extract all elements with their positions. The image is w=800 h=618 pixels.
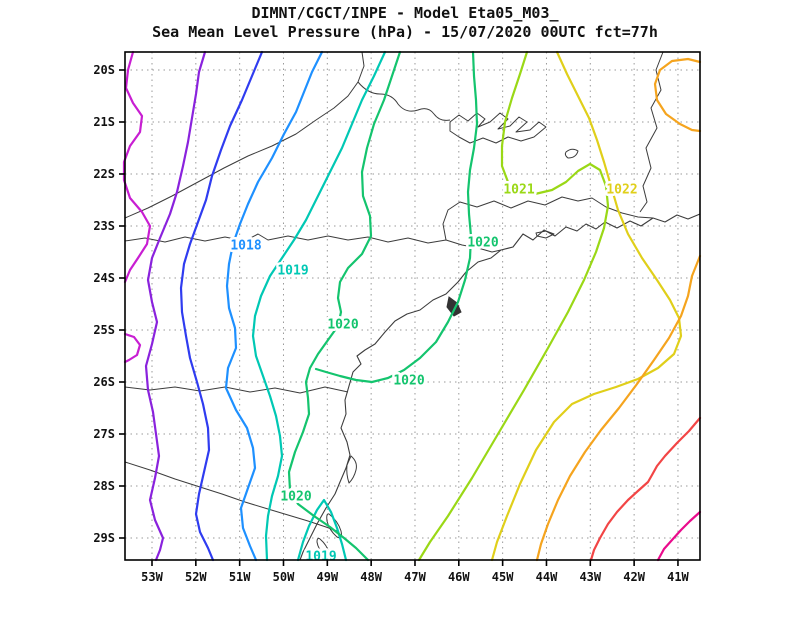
water-body-outline — [346, 455, 357, 484]
isobar-value-label: 1022 — [606, 183, 637, 198]
isobar-c — [179, 50, 264, 562]
geography-layer — [124, 51, 701, 561]
grid-layer — [125, 52, 700, 560]
plot-frame — [124, 51, 701, 561]
y-tick-label: 29S — [93, 531, 115, 545]
isobar-1019 — [251, 50, 387, 562]
x-tick-label: 48W — [360, 570, 382, 584]
isobar-value-label: 1021 — [503, 183, 534, 198]
isobar-a — [122, 50, 152, 284]
x-tick-label: 45W — [492, 570, 514, 584]
y-tick-label: 24S — [93, 271, 115, 285]
state-border — [124, 461, 338, 532]
isobar-value-label: 1020 — [467, 236, 498, 251]
x-tick-label: 50W — [273, 570, 295, 584]
x-tick-label: 41W — [667, 570, 689, 584]
state-border — [639, 51, 664, 213]
y-tick-label: 28S — [93, 479, 115, 493]
chart-title: DIMNT/CGCT/INPE - Model Eta05_M03_ — [251, 4, 559, 22]
x-tick-label: 46W — [448, 570, 470, 584]
y-tick-label: 21S — [93, 115, 115, 129]
isobar-d — [535, 254, 702, 562]
state-border — [124, 386, 349, 394]
isobar-value-label: 1019 — [305, 550, 336, 565]
y-tick-label: 22S — [93, 167, 115, 181]
x-tick-label: 49W — [316, 570, 338, 584]
x-tick-label: 43W — [579, 570, 601, 584]
isobar-1020 — [314, 50, 479, 384]
water-body-outline — [535, 230, 555, 239]
state-border — [357, 81, 451, 121]
isobar-1018 — [224, 50, 324, 562]
isobar-layer — [122, 50, 702, 562]
state-border — [124, 233, 502, 253]
coastline — [299, 213, 701, 561]
isobar-f — [656, 510, 702, 562]
y-tick-label: 27S — [93, 427, 115, 441]
x-tick-label: 51W — [229, 570, 251, 584]
x-tick-label: 44W — [536, 570, 558, 584]
y-tick-label: 20S — [93, 63, 115, 77]
axes-layer — [119, 51, 701, 566]
chart-subtitle: Sea Mean Level Pressure (hPa) - 15/07/20… — [152, 23, 658, 41]
isobar-label-layer: 1018 1019 1019 1020 1020 1020 1020 1021 1022 — [228, 180, 640, 567]
island — [446, 296, 462, 317]
isobar-d — [653, 57, 702, 133]
isobar-1022 — [490, 50, 683, 562]
isobar-1021 — [417, 50, 610, 562]
x-tick-label: 53W — [141, 570, 163, 584]
water-body-outline — [449, 112, 547, 144]
isobar-1019 — [296, 498, 348, 562]
isobar-value-label: 1020 — [393, 374, 424, 389]
isobar-value-label: 1020 — [280, 490, 311, 505]
isobar-1020 — [287, 50, 402, 562]
water-body-outline — [326, 513, 342, 539]
x-tick-label: 47W — [404, 570, 426, 584]
y-tick-label: 26S — [93, 375, 115, 389]
isobar-b — [144, 50, 207, 562]
y-tick-label: 23S — [93, 219, 115, 233]
water-body-outline — [316, 537, 330, 558]
x-tick-label: 52W — [185, 570, 207, 584]
x-tick-label: 42W — [623, 570, 645, 584]
water-body-outline — [564, 148, 579, 159]
y-tick-label: 25S — [93, 323, 115, 337]
isobar-value-label: 1020 — [327, 318, 358, 333]
state-border — [124, 51, 365, 219]
isobar-a — [123, 332, 142, 364]
isobar-value-label: 1018 — [230, 239, 261, 254]
isobar-value-label: 1019 — [277, 264, 308, 279]
isobar-e — [589, 416, 702, 562]
tick-label-layer: 53W 52W 51W 50W 49W 48W 47W 46W 45W 44W 43W 42W 41W 2… — [93, 63, 689, 584]
state-border — [442, 196, 654, 241]
